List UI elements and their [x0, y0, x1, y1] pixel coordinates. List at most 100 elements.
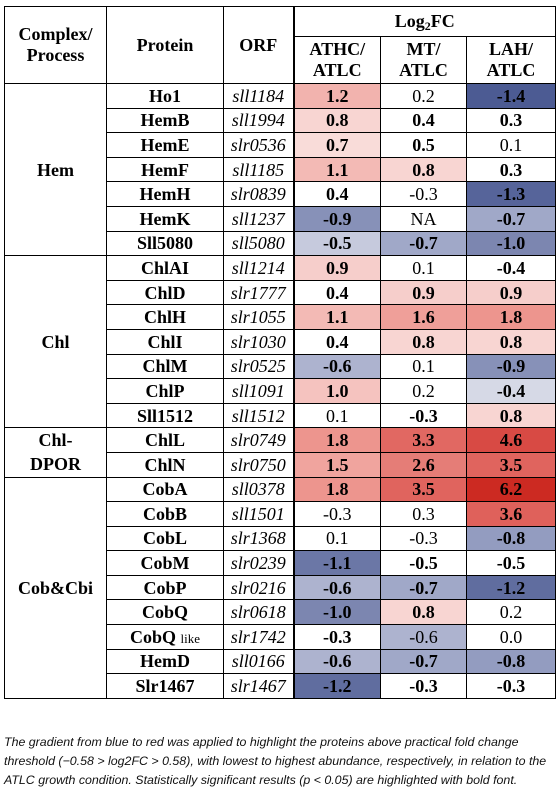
header-orf: ORF [223, 6, 295, 84]
value-cell: 0.1 [465, 132, 557, 158]
orf-cell: sll1091 [223, 378, 295, 404]
value-cell: 1.1 [293, 304, 381, 330]
table-row: Sll1512 sll1512 0.1 -0.3 0.8 [5, 402, 557, 429]
value-cell: 0.2 [380, 378, 467, 404]
protein-name: CobM [140, 553, 190, 574]
value-cell: -0.3 [380, 673, 467, 699]
protein-cell: ChlD [106, 279, 224, 306]
value-cell: -0.7 [380, 230, 467, 257]
table-row: CobQ slr0618 -1.0 0.8 0.2 [5, 599, 557, 626]
value-cell: 1.8 [465, 304, 557, 330]
table-row: HemD sll0166 -0.6 -0.7 -0.8 [5, 648, 557, 675]
protein-cell: ChlM [106, 353, 224, 380]
header-mt-atlc-text: MT/ ATLC [399, 39, 448, 80]
header-athc-atlc: ATHC/ ATLC [293, 36, 381, 84]
value-cell: -0.3 [293, 624, 381, 650]
value-cell: -1.0 [465, 230, 557, 257]
value-cell: 0.4 [380, 107, 467, 134]
protein-name: Sll1512 [136, 405, 193, 426]
value-cell: -1.4 [465, 83, 557, 109]
protein-cell: CobB [106, 501, 224, 527]
table-row: HemE slr0536 0.7 0.5 0.1 [5, 132, 557, 158]
value-cell: 0.1 [293, 525, 381, 552]
value-cell: 1.8 [293, 427, 381, 453]
table-row: Chl ChlAI sll1214 0.9 0.1 -0.4 [4, 255, 557, 429]
orf-cell: sll1214 [223, 255, 295, 281]
value-cell: -0.6 [293, 574, 381, 601]
value-cell: 0.4 [293, 328, 381, 355]
protein-cell: ChlL [106, 427, 224, 453]
value-cell: -1.0 [293, 599, 381, 626]
protein-name: ChlI [147, 331, 183, 352]
protein-suffix: like [180, 630, 201, 646]
orf-cell: slr0536 [223, 132, 295, 158]
protein-name: Ho1 [148, 85, 181, 106]
orf-cell: slr1777 [223, 279, 295, 306]
value-cell: 0.4 [293, 181, 381, 207]
table-row: ChlN slr0750 1.5 2.6 3.5 [5, 451, 557, 478]
protein-name: CobB [142, 503, 187, 524]
value-cell: -0.3 [380, 402, 467, 429]
value-cell: 0.9 [293, 255, 381, 281]
table-row: ChlM slr0525 -0.6 0.1 -0.9 [5, 353, 557, 380]
protein-name: Sll5080 [136, 233, 193, 254]
value-cell: 0.5 [380, 132, 467, 158]
group-label: Chl [4, 255, 107, 429]
protein-name: HemD [140, 651, 190, 672]
value-cell: -1.2 [293, 673, 381, 699]
protein-cell: CobM [106, 550, 224, 576]
value-cell: -1.3 [465, 181, 557, 207]
protein-cell: ChlH [106, 304, 224, 330]
value-cell: 0.8 [380, 328, 467, 355]
value-cell: -0.5 [465, 550, 557, 576]
protein-name: CobL [142, 528, 187, 549]
value-cell: 0.8 [380, 156, 467, 183]
value-cell: 0.2 [465, 599, 557, 626]
orf-cell: slr0525 [223, 353, 295, 380]
protein-name: Slr1467 [135, 676, 195, 697]
table-row: Cob&Cbi CobA sll0378 1.8 3.5 6.2 [4, 476, 557, 699]
orf-cell: sll1184 [223, 83, 295, 109]
value-cell: -0.3 [380, 525, 467, 552]
orf-cell: slr0750 [223, 451, 295, 478]
value-cell: -0.6 [293, 353, 381, 380]
value-cell: -0.7 [465, 205, 557, 232]
protein-cell: CobL [106, 525, 224, 552]
protein-name: ChlH [143, 307, 186, 328]
protein-cell: CobQ like [106, 624, 224, 650]
orf-cell: sll1994 [223, 107, 295, 134]
value-cell: 0.8 [465, 328, 557, 355]
protein-cell: ChlAI [106, 255, 224, 281]
value-cell: -0.8 [465, 648, 557, 675]
header-protein: Protein [106, 6, 224, 84]
value-cell: -0.5 [293, 230, 381, 257]
header-athc-atlc-text: ATHC/ ATLC [309, 39, 366, 80]
orf-cell: sll1512 [223, 402, 295, 429]
group-label: Hem [4, 82, 107, 257]
protein-name: HemB [140, 110, 190, 131]
header-log2fc: Log2FC [292, 6, 557, 37]
value-cell: NA [380, 205, 467, 232]
value-cell: -1.2 [465, 574, 557, 601]
group-label: Cob&Cbi [4, 476, 107, 699]
value-cell: 0.8 [380, 599, 467, 626]
orf-cell: sll0166 [223, 648, 295, 675]
orf-cell: sll1501 [223, 501, 295, 527]
log2fc-table: Complex/ Process Protein ORF Log2FC ATHC… [4, 6, 557, 699]
value-cell: -0.9 [465, 353, 557, 380]
value-cell: 0.8 [465, 402, 557, 429]
protein-name: ChlD [144, 282, 186, 303]
protein-cell: Sll5080 [106, 230, 224, 257]
value-cell: 0.3 [465, 156, 557, 183]
value-cell: 0.3 [465, 107, 557, 134]
table-row: Chl- DPOR ChlL slr0749 1.8 3.3 4.6 [4, 427, 557, 478]
table-row: CobP slr0216 -0.6 -0.7 -1.2 [5, 574, 557, 601]
value-cell: -0.6 [380, 624, 467, 650]
orf-cell: slr0749 [223, 427, 295, 453]
value-cell: 0.4 [293, 279, 381, 306]
value-cell: -0.5 [380, 550, 467, 576]
orf-cell: slr1368 [223, 525, 295, 552]
protein-name: CobQ [141, 602, 188, 623]
table-body: Hem Ho1 sll1184 1.2 0.2 -1.4 HemB sll1994 0.8 0.4… [4, 82, 557, 699]
protein-name: CobA [142, 479, 188, 500]
